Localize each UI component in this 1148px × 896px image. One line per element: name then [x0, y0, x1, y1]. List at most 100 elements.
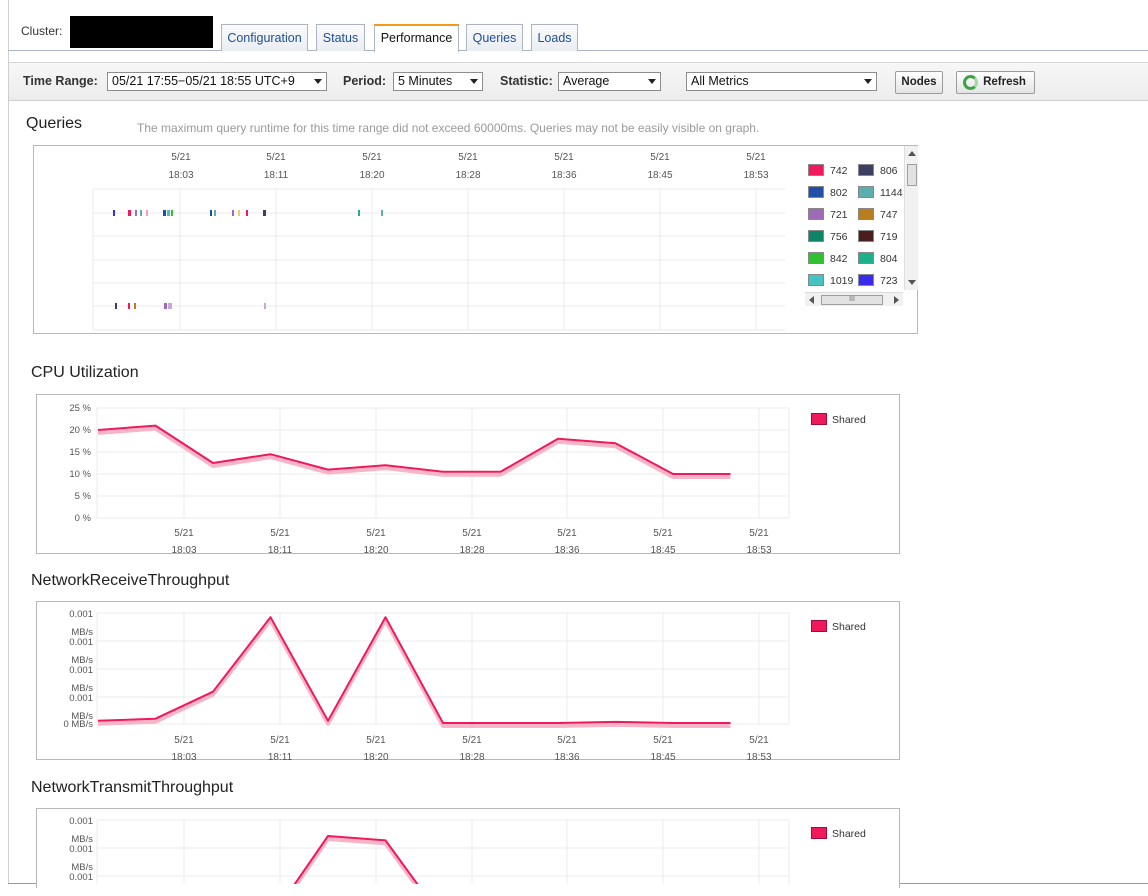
time-range-select[interactable]: 05/21 17:55−05/21 18:55 UTC+9 [107, 72, 327, 91]
cpu-grid [96, 407, 790, 519]
x-tick-time: 18:20 [359, 170, 384, 181]
time-range-label: Time Range: [23, 74, 98, 88]
scroll-thumb[interactable] [907, 164, 917, 186]
legend-label: 721 [830, 209, 848, 221]
query-marker [238, 210, 240, 216]
net-receive-panel [36, 601, 900, 760]
x-tick-time: 18:03 [171, 752, 196, 763]
scroll-down-icon[interactable] [908, 280, 916, 285]
legend-swatch [808, 208, 824, 220]
scroll-right-icon[interactable] [894, 296, 899, 304]
queries-title: Queries [26, 115, 83, 132]
legend-label: 723 [880, 275, 898, 287]
tab-configuration[interactable]: Configuration [221, 24, 308, 51]
tab-loads[interactable]: Loads [531, 24, 578, 51]
scroll-left-icon[interactable] [809, 296, 814, 304]
x-tick-date: 5/21 [462, 735, 482, 746]
query-marker [381, 210, 383, 216]
x-tick-time: 18:53 [746, 752, 771, 763]
y-tick-unit: MB/s [71, 711, 93, 722]
refresh-icon [963, 75, 978, 90]
query-marker [134, 303, 136, 309]
nodes-button[interactable]: Nodes [895, 71, 943, 94]
x-tick-date: 5/21 [270, 528, 290, 539]
x-tick-time: 18:11 [268, 752, 293, 763]
legend-label: 756 [830, 231, 848, 243]
query-marker [263, 210, 266, 216]
y-tick-label: 10 % [69, 469, 91, 480]
y-tick-unit: MB/s [71, 627, 93, 638]
legend-swatch [808, 186, 824, 198]
y-tick-unit: MB/s [71, 862, 93, 873]
x-tick-time: 18:53 [746, 545, 771, 556]
legend-swatch [858, 252, 874, 264]
x-tick-date: 5/21 [557, 735, 577, 746]
statistic-select[interactable]: Average [558, 72, 661, 91]
query-marker [210, 210, 212, 216]
query-markers [113, 210, 383, 309]
net-receive-series-shadow [97, 618, 731, 728]
legend-swatch [808, 230, 824, 242]
metrics-value: All Metrics [691, 74, 749, 88]
period-select[interactable]: 5 Minutes [393, 72, 483, 91]
legend-label: 1019 [830, 275, 854, 287]
x-tick-date: 5/21 [746, 152, 766, 163]
y-tick-label: 25 % [69, 403, 91, 414]
x-tick-date: 5/21 [171, 152, 191, 163]
scroll-thumb[interactable]: III [821, 295, 883, 305]
x-tick-time: 18:28 [459, 752, 484, 763]
cluster-name-redacted [70, 16, 213, 48]
y-tick-label: 15 % [69, 447, 91, 458]
tab-status[interactable]: Status [316, 24, 365, 51]
refresh-button[interactable]: Refresh [956, 71, 1035, 94]
legend-label: 802 [830, 187, 848, 199]
x-tick-time: 18:36 [554, 545, 579, 556]
y-tick-unit: MB/s [71, 683, 93, 694]
x-tick-time: 18:03 [168, 170, 193, 181]
x-tick-time: 18:11 [264, 170, 289, 181]
cpu-series-shadow [97, 426, 731, 479]
query-marker [358, 210, 360, 216]
net-transmit-legend-label: Shared [832, 828, 866, 840]
x-tick-date: 5/21 [650, 152, 670, 163]
legend-label: 747 [880, 209, 898, 221]
queries-grid [92, 188, 785, 331]
scroll-up-icon[interactable] [908, 151, 916, 156]
x-tick-date: 5/21 [174, 735, 194, 746]
query-marker [164, 303, 167, 309]
x-tick-date: 5/21 [749, 735, 769, 746]
legend-vertical-scrollbar[interactable] [904, 146, 918, 290]
net-receive-series-line [97, 616, 731, 724]
cpu-title: CPU Utilization [31, 364, 139, 381]
query-marker [168, 303, 172, 309]
tab-performance[interactable]: Performance [374, 24, 459, 52]
tab-queries[interactable]: Queries [466, 24, 523, 51]
x-tick-date: 5/21 [749, 528, 769, 539]
statistic-label: Statistic: [500, 74, 553, 88]
query-marker [128, 303, 130, 309]
legend-swatch [811, 413, 827, 425]
x-tick-date: 5/21 [366, 735, 386, 746]
x-tick-date: 5/21 [458, 152, 478, 163]
metrics-select[interactable]: All Metrics [686, 72, 877, 91]
y-tick-label: 5 % [75, 491, 92, 502]
legend-swatch [858, 230, 874, 242]
query-marker [214, 210, 216, 216]
x-tick-date: 5/21 [366, 528, 386, 539]
query-marker [135, 210, 137, 216]
cpu-series-line [97, 424, 731, 475]
net-transmit-title: NetworkTransmitThroughput [31, 779, 234, 796]
query-marker [246, 210, 248, 216]
legend-swatch [808, 252, 824, 264]
statistic-value: Average [563, 74, 610, 88]
net-receive-title: NetworkReceiveThroughput [31, 572, 230, 589]
time-range-value: 05/21 17:55−05/21 18:55 UTC+9 [112, 74, 295, 88]
legend-swatch [858, 274, 874, 286]
chevron-down-icon [470, 79, 478, 84]
x-tick-date: 5/21 [270, 735, 290, 746]
y-tick-label: 0.001 [69, 844, 93, 855]
legend-horizontal-scrollbar[interactable]: III [805, 292, 903, 306]
y-tick-label: 0.001 [69, 665, 93, 676]
